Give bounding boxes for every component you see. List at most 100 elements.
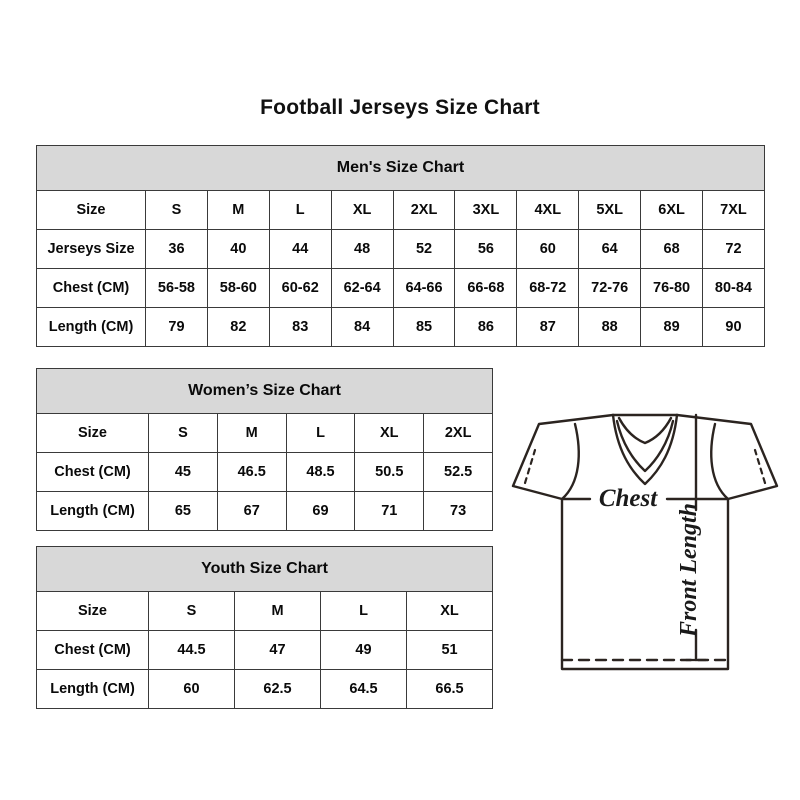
table-cell: 76-80 <box>640 268 704 308</box>
table-cell: 71 <box>354 491 425 531</box>
mens-size-table: Men's Size Chart Size S M L XL 2XL 3XL 4… <box>36 145 765 347</box>
column-header: M <box>206 190 270 230</box>
table-cell: 52.5 <box>423 452 494 492</box>
column-header: Size <box>36 591 149 631</box>
table-cell: 69 <box>285 491 356 531</box>
column-header: 6XL <box>640 190 704 230</box>
column-header: M <box>234 591 321 631</box>
column-header: XL <box>354 413 425 453</box>
table-cell: 47 <box>234 630 321 670</box>
collar-band-outer <box>615 419 675 473</box>
table-cell: 86 <box>454 307 518 347</box>
column-header: 2XL <box>392 190 456 230</box>
table-cell: 79 <box>145 307 208 347</box>
table-cell: 88 <box>578 307 642 347</box>
table-cell: 36 <box>145 229 208 269</box>
row-label: Chest (CM) <box>36 268 146 308</box>
womens-size-table: Women’s Size Chart Size S M L XL 2XL Che… <box>35 368 494 531</box>
column-header: M <box>216 413 287 453</box>
left-sleeve-outline <box>511 413 615 501</box>
table-caption-row: Youth Size Chart <box>35 546 494 592</box>
table-cell: 64.5 <box>320 669 407 709</box>
row-label: Length (CM) <box>36 669 149 709</box>
column-header: 5XL <box>578 190 642 230</box>
shirt-body-outline <box>560 497 730 671</box>
page-title: Football Jerseys Size Chart <box>260 96 540 119</box>
column-header: S <box>145 190 208 230</box>
table-cell: 65 <box>148 491 218 531</box>
right-sleeve-outline <box>675 413 779 501</box>
womens-table-caption: Women’s Size Chart <box>35 368 494 414</box>
collar-band-inner <box>617 416 673 445</box>
table-cell: 85 <box>392 307 456 347</box>
table-cell: 60 <box>516 229 580 269</box>
column-header: 3XL <box>454 190 518 230</box>
table-caption-row: Men's Size Chart <box>36 145 765 191</box>
table-row: Length (CM) 79 82 83 84 85 86 87 88 89 9… <box>36 307 765 347</box>
table-row: Chest (CM) 56-58 58-60 60-62 62-64 64-66… <box>36 268 765 308</box>
row-label: Length (CM) <box>36 491 149 531</box>
table-cell: 62-64 <box>330 268 394 308</box>
table-cell: 46.5 <box>216 452 287 492</box>
table-cell: 44.5 <box>148 630 235 670</box>
table-header-row: Size S M L XL <box>36 591 494 631</box>
column-header: XL <box>330 190 394 230</box>
front-length-label: Front Length <box>676 503 702 638</box>
table-header-row: Size S M L XL 2XL <box>36 413 494 453</box>
table-cell: 68-72 <box>516 268 580 308</box>
table-cell: 80-84 <box>702 268 765 308</box>
table-cell: 64 <box>578 229 642 269</box>
column-header: Size <box>36 413 149 453</box>
row-label: Chest (CM) <box>36 630 149 670</box>
table-cell: 68 <box>640 229 704 269</box>
table-cell: 84 <box>330 307 394 347</box>
table-cell: 89 <box>640 307 704 347</box>
table-cell: 72-76 <box>578 268 642 308</box>
table-cell: 44 <box>268 229 332 269</box>
youth-table-caption: Youth Size Chart <box>35 546 494 592</box>
table-cell: 67 <box>216 491 287 531</box>
table-cell: 72 <box>702 229 765 269</box>
column-header: L <box>320 591 407 631</box>
column-header: 7XL <box>702 190 765 230</box>
column-header: Size <box>36 190 146 230</box>
table-cell: 50.5 <box>354 452 425 492</box>
table-cell: 52 <box>392 229 456 269</box>
table-cell: 48 <box>330 229 394 269</box>
table-row: Length (CM) 60 62.5 64.5 66.5 <box>36 669 494 709</box>
table-cell: 83 <box>268 307 332 347</box>
table-cell: 51 <box>405 630 494 670</box>
table-row: Length (CM) 65 67 69 71 73 <box>36 491 494 531</box>
table-row: Chest (CM) 45 46.5 48.5 50.5 52.5 <box>36 452 494 492</box>
row-label: Jerseys Size <box>36 229 146 269</box>
table-cell: 64-66 <box>392 268 456 308</box>
table-caption-row: Women’s Size Chart <box>35 368 494 414</box>
column-header: L <box>285 413 356 453</box>
table-row: Chest (CM) 44.5 47 49 51 <box>36 630 494 670</box>
youth-size-table: Youth Size Chart Size S M L XL Chest (CM… <box>35 546 494 709</box>
column-header: L <box>268 190 332 230</box>
table-cell: 40 <box>206 229 270 269</box>
jersey-diagram: Chest Front Length <box>500 398 790 690</box>
table-cell: 60-62 <box>268 268 332 308</box>
table-cell: 56-58 <box>145 268 208 308</box>
table-cell: 62.5 <box>234 669 321 709</box>
table-cell: 49 <box>320 630 407 670</box>
v-neck-outline <box>611 413 679 486</box>
table-header-row: Size S M L XL 2XL 3XL 4XL 5XL 6XL 7XL <box>36 190 765 230</box>
right-armhole-seam <box>710 422 730 501</box>
table-cell: 90 <box>702 307 765 347</box>
table-cell: 60 <box>148 669 235 709</box>
left-armhole-seam <box>560 422 580 501</box>
table-cell: 87 <box>516 307 580 347</box>
table-cell: 73 <box>423 491 494 531</box>
table-cell: 58-60 <box>206 268 270 308</box>
table-cell: 66-68 <box>454 268 518 308</box>
table-cell: 56 <box>454 229 518 269</box>
row-label: Chest (CM) <box>36 452 149 492</box>
mens-table-caption: Men's Size Chart <box>36 145 765 191</box>
column-header: S <box>148 591 235 631</box>
right-cuff-dash <box>753 448 767 485</box>
left-cuff-dash <box>523 448 537 485</box>
column-header: 4XL <box>516 190 580 230</box>
